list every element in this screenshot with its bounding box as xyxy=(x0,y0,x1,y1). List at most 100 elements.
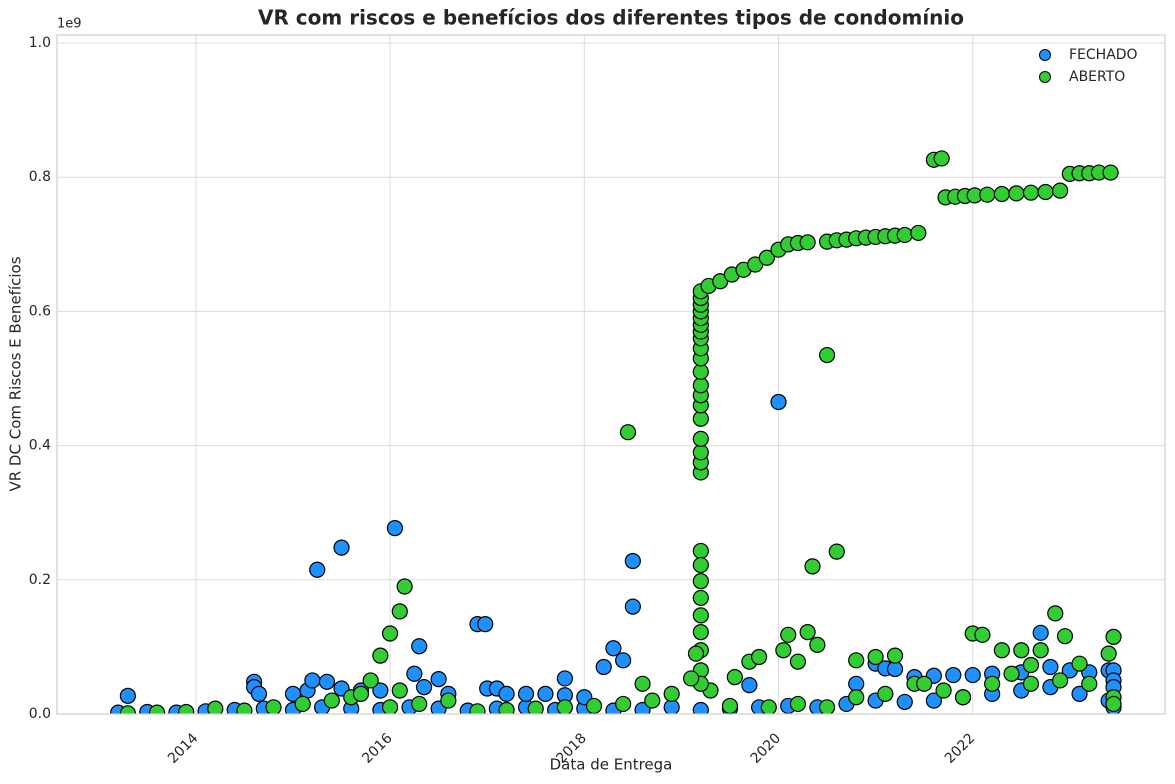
point xyxy=(372,647,389,664)
point xyxy=(809,636,826,653)
point xyxy=(236,702,253,714)
point xyxy=(469,703,486,714)
point xyxy=(974,626,991,643)
point xyxy=(396,578,413,595)
point xyxy=(1022,184,1040,201)
point xyxy=(828,543,845,560)
point xyxy=(758,249,775,266)
point xyxy=(663,699,680,714)
point xyxy=(692,589,709,607)
axis-offset: 1e9 xyxy=(57,17,82,32)
point xyxy=(119,705,136,714)
point xyxy=(634,675,651,692)
point xyxy=(372,682,389,699)
y-tick-label: 0.8 xyxy=(29,169,51,185)
point xyxy=(848,675,865,692)
point xyxy=(818,699,836,714)
point xyxy=(411,695,428,713)
point xyxy=(945,666,962,684)
point xyxy=(605,640,622,657)
point xyxy=(721,697,739,714)
y-tick-label: 1.0 xyxy=(29,35,51,51)
point xyxy=(381,625,399,642)
point xyxy=(799,234,816,251)
point xyxy=(780,626,797,643)
point xyxy=(323,692,340,709)
point xyxy=(692,624,709,641)
point xyxy=(517,685,535,702)
point xyxy=(818,346,836,364)
point xyxy=(726,668,743,686)
point xyxy=(585,697,603,714)
point xyxy=(1032,642,1049,659)
point xyxy=(964,666,981,684)
point xyxy=(692,542,709,560)
point xyxy=(1003,665,1020,682)
point xyxy=(1102,164,1119,181)
point xyxy=(750,648,768,666)
point xyxy=(692,444,709,461)
point xyxy=(537,685,554,702)
point xyxy=(619,424,637,441)
point xyxy=(741,677,758,694)
point xyxy=(207,700,224,714)
point xyxy=(683,670,700,687)
point xyxy=(933,150,950,167)
point xyxy=(692,701,709,714)
point xyxy=(804,558,821,575)
legend-marker xyxy=(1039,71,1051,83)
point xyxy=(692,377,709,394)
point xyxy=(250,685,268,702)
point xyxy=(119,687,136,704)
point xyxy=(430,671,447,688)
point xyxy=(1105,628,1122,645)
point xyxy=(896,226,913,244)
point xyxy=(1047,605,1064,622)
point xyxy=(1052,672,1069,689)
y-tick-label: 0.2 xyxy=(29,572,51,588)
point xyxy=(498,701,515,714)
chart-title: VR com riscos e benefícios dos diferente… xyxy=(258,6,964,30)
point xyxy=(877,685,894,702)
point xyxy=(867,648,884,666)
point xyxy=(799,624,816,641)
point xyxy=(624,552,641,570)
point xyxy=(692,573,709,590)
point xyxy=(265,699,282,714)
point xyxy=(993,642,1010,659)
point xyxy=(692,410,709,427)
point xyxy=(1071,655,1088,672)
point xyxy=(440,692,457,709)
point xyxy=(692,430,709,448)
x-axis-label: Data de Entrega xyxy=(550,756,673,774)
point xyxy=(848,652,865,669)
point xyxy=(386,520,404,537)
plot-frame xyxy=(56,34,1166,715)
point xyxy=(294,695,311,713)
legend-label: ABERTO xyxy=(1069,69,1125,85)
point xyxy=(789,653,807,670)
point xyxy=(1008,185,1025,202)
point xyxy=(391,682,408,699)
point xyxy=(556,670,573,687)
point xyxy=(1071,685,1088,702)
point xyxy=(148,704,166,714)
point xyxy=(615,695,632,713)
point xyxy=(556,699,573,714)
point xyxy=(1100,645,1117,662)
point xyxy=(687,645,705,662)
point xyxy=(1013,642,1030,659)
y-tick-label: 0.4 xyxy=(29,438,51,454)
point xyxy=(848,689,865,706)
point xyxy=(1056,628,1074,645)
point xyxy=(178,703,195,714)
point xyxy=(1081,675,1098,692)
point xyxy=(935,682,952,699)
point xyxy=(886,660,904,678)
point xyxy=(692,363,709,380)
point xyxy=(615,652,632,669)
y-tick-label: 0.0 xyxy=(29,706,51,722)
point xyxy=(1037,183,1054,201)
